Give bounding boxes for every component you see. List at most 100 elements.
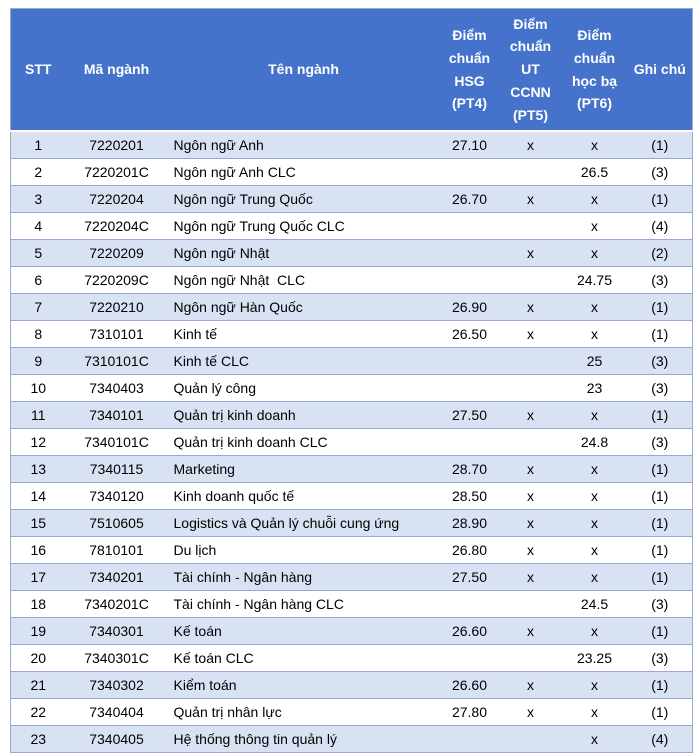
cell-diem-chuan-hoc-ba-pt6: x [561,401,628,429]
cell-diem-chuan-hsg-pt4 [439,266,500,294]
cell-ten-nganh: Kiểm toán [167,671,440,699]
cell-ten-nganh: Tài chính - Ngân hàng [167,563,440,591]
table-row: 14 7340120 Kinh doanh quốc tế 28.50 x x … [10,482,693,510]
cell-ma-nganh: 7310101 [65,320,168,348]
cell-ten-nganh: Kinh tế CLC [167,347,440,375]
cell-ghi-chu: (1) [627,293,693,321]
cell-diem-chuan-hoc-ba-pt6: x [561,185,628,213]
cell-ten-nganh: Ngôn ngữ Trung Quốc [167,185,440,213]
admission-scores-table: STT Mã ngành Tên ngành Điểm chuẩn HSG (P… [10,8,693,753]
cell-diem-chuan-hsg-pt4 [439,590,500,618]
col-header-diem-chuan-hoc-ba-pt6: Điểm chuẩn học bạ (PT6) [561,8,628,132]
cell-stt: 2 [10,158,66,186]
cell-diem-chuan-hoc-ba-pt6: 23.25 [561,644,628,672]
cell-diem-chuan-hsg-pt4 [439,239,500,267]
cell-diem-chuan-hoc-ba-pt6: 25 [561,347,628,375]
cell-ma-nganh: 7220209 [65,239,168,267]
cell-diem-chuan-hoc-ba-pt6: x [561,671,628,699]
cell-stt: 14 [10,482,66,510]
cell-ten-nganh: Hệ thống thông tin quản lý [167,725,440,753]
cell-ghi-chu: (1) [627,401,693,429]
table-row: 23 7340405 Hệ thống thông tin quản lý x … [10,725,693,753]
cell-ghi-chu: (3) [627,347,693,375]
table-row: 5 7220209 Ngôn ngữ Nhật x x (2) [10,239,693,267]
cell-ghi-chu: (1) [627,617,693,645]
cell-ghi-chu: (4) [627,725,693,753]
cell-stt: 8 [10,320,66,348]
cell-ten-nganh: Ngôn ngữ Hàn Quốc [167,293,440,321]
cell-diem-chuan-hsg-pt4: 26.50 [439,320,500,348]
cell-ma-nganh: 7340115 [65,455,168,483]
cell-ten-nganh: Kinh doanh quốc tế [167,482,440,510]
table-row: 1 7220201 Ngôn ngữ Anh 27.10 x x (1) [10,131,693,159]
cell-ma-nganh: 7220204C [65,212,168,240]
cell-ghi-chu: (3) [627,374,693,402]
cell-ten-nganh: Tài chính - Ngân hàng CLC [167,590,440,618]
cell-ten-nganh: Ngôn ngữ Anh [167,131,440,159]
cell-diem-chuan-ut-ccnn-pt5: x [499,401,562,429]
cell-ghi-chu: (1) [627,482,693,510]
cell-ten-nganh: Quản trị nhân lực [167,698,440,726]
cell-ma-nganh: 7340405 [65,725,168,753]
cell-stt: 20 [10,644,66,672]
cell-stt: 9 [10,347,66,375]
cell-diem-chuan-hsg-pt4: 26.60 [439,671,500,699]
table-row: 12 7340101C Quản trị kinh doanh CLC 24.8… [10,428,693,456]
cell-stt: 16 [10,536,66,564]
table-row: 16 7810101 Du lịch 26.80 x x (1) [10,536,693,564]
cell-stt: 18 [10,590,66,618]
col-header-diem-chuan-hsg-pt4: Điểm chuẩn HSG (PT4) [439,8,500,132]
cell-diem-chuan-hoc-ba-pt6: x [561,482,628,510]
cell-stt: 22 [10,698,66,726]
cell-diem-chuan-ut-ccnn-pt5: x [499,320,562,348]
cell-diem-chuan-ut-ccnn-pt5 [499,644,562,672]
cell-diem-chuan-hsg-pt4 [439,725,500,753]
cell-diem-chuan-hoc-ba-pt6: x [561,320,628,348]
cell-diem-chuan-ut-ccnn-pt5 [499,428,562,456]
table-row: 11 7340101 Quản trị kinh doanh 27.50 x x… [10,401,693,429]
cell-ten-nganh: Marketing [167,455,440,483]
cell-ma-nganh: 7510605 [65,509,168,537]
col-header-ma-nganh: Mã ngành [65,8,168,132]
table-row: 9 7310101C Kinh tế CLC 25 (3) [10,347,693,375]
table-row: 17 7340201 Tài chính - Ngân hàng 27.50 x… [10,563,693,591]
cell-diem-chuan-hoc-ba-pt6: x [561,698,628,726]
cell-ma-nganh: 7220210 [65,293,168,321]
cell-diem-chuan-hsg-pt4 [439,428,500,456]
cell-ma-nganh: 7340301 [65,617,168,645]
cell-diem-chuan-hsg-pt4: 28.90 [439,509,500,537]
table-row: 6 7220209C Ngôn ngữ Nhật CLC 24.75 (3) [10,266,693,294]
cell-stt: 23 [10,725,66,753]
cell-ma-nganh: 7340101C [65,428,168,456]
col-header-ghi-chu: Ghi chú [627,8,693,132]
table-row: 7 7220210 Ngôn ngữ Hàn Quốc 26.90 x x (1… [10,293,693,321]
cell-ma-nganh: 7340301C [65,644,168,672]
cell-ten-nganh: Ngôn ngữ Nhật [167,239,440,267]
cell-ma-nganh: 7340403 [65,374,168,402]
cell-diem-chuan-ut-ccnn-pt5 [499,266,562,294]
cell-ghi-chu: (1) [627,131,693,159]
cell-ghi-chu: (1) [627,563,693,591]
cell-diem-chuan-hsg-pt4: 26.80 [439,536,500,564]
cell-ten-nganh: Kế toán CLC [167,644,440,672]
cell-diem-chuan-hsg-pt4 [439,644,500,672]
cell-ten-nganh: Du lịch [167,536,440,564]
cell-ten-nganh: Logistics và Quản lý chuỗi cung ứng [167,509,440,537]
cell-ma-nganh: 7810101 [65,536,168,564]
cell-ma-nganh: 7340201C [65,590,168,618]
cell-ma-nganh: 7340404 [65,698,168,726]
cell-ten-nganh: Quản trị kinh doanh [167,401,440,429]
cell-ghi-chu: (1) [627,185,693,213]
cell-ghi-chu: (1) [627,536,693,564]
cell-ghi-chu: (1) [627,455,693,483]
cell-diem-chuan-hoc-ba-pt6: 24.5 [561,590,628,618]
cell-stt: 12 [10,428,66,456]
table-row: 3 7220204 Ngôn ngữ Trung Quốc 26.70 x x … [10,185,693,213]
cell-diem-chuan-hsg-pt4: 28.50 [439,482,500,510]
cell-diem-chuan-hoc-ba-pt6: 26.5 [561,158,628,186]
cell-stt: 6 [10,266,66,294]
cell-stt: 1 [10,131,66,159]
cell-diem-chuan-ut-ccnn-pt5: x [499,293,562,321]
cell-ghi-chu: (3) [627,428,693,456]
cell-ghi-chu: (1) [627,320,693,348]
